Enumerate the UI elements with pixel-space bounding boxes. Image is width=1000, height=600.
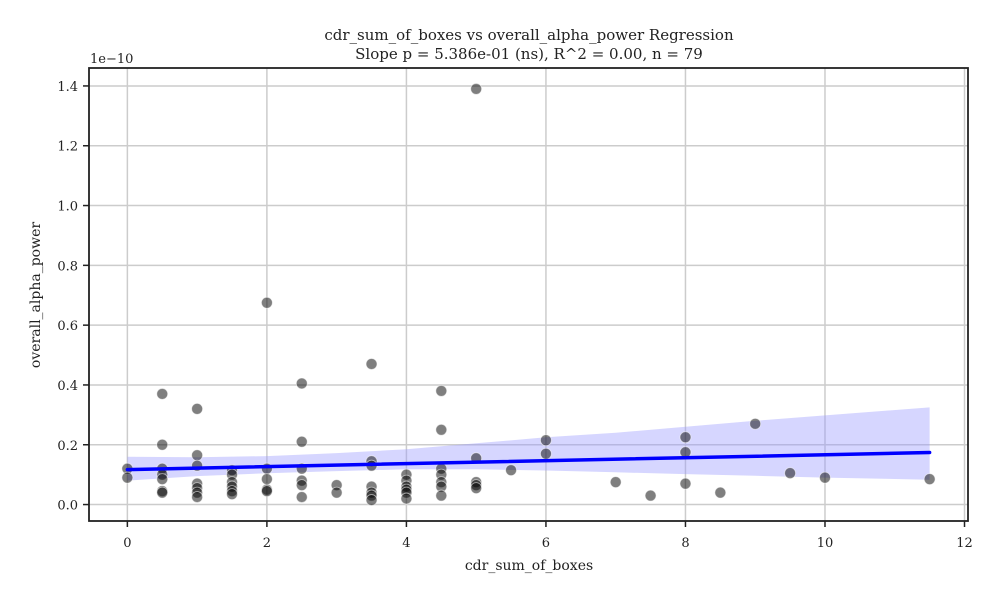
data-point (260, 296, 273, 309)
data-point (923, 473, 936, 486)
data-point (540, 434, 552, 447)
x-tick-label: 4 (402, 536, 410, 551)
y-axis-label: overall_alpha_power (28, 222, 44, 368)
data-point (295, 491, 308, 503)
data-point (435, 489, 448, 502)
data-point (156, 388, 169, 400)
x-axis-label: cdr_sum_of_boxes (465, 558, 593, 574)
regression-line (125, 450, 932, 472)
data-point (295, 479, 308, 492)
data-point (679, 431, 692, 444)
data-point (260, 485, 273, 497)
data-point (191, 491, 204, 503)
y-tick-label: 1.0 (57, 200, 78, 215)
data-point (156, 473, 169, 486)
data-point (365, 358, 378, 370)
data-point (435, 423, 448, 436)
y-tick-label: 1.4 (57, 80, 78, 95)
data-point (609, 476, 622, 489)
confidence-band-layer (127, 407, 930, 481)
y-tick-label: 0.4 (57, 379, 78, 394)
data-point (295, 435, 308, 448)
data-point (505, 464, 517, 477)
data-point (330, 486, 343, 499)
data-point (226, 488, 238, 500)
data-point (156, 486, 169, 499)
data-point (191, 449, 204, 462)
x-tick-label: 6 (542, 536, 550, 551)
chart-title: cdr_sum_of_boxes vs overall_alpha_power … (324, 26, 734, 44)
data-point (644, 489, 657, 502)
regression-line-layer (125, 450, 932, 472)
data-point (470, 83, 483, 95)
data-point (540, 447, 552, 460)
y-tick-label: 0.0 (57, 499, 78, 514)
data-point (435, 385, 448, 397)
grid-lines (89, 68, 968, 521)
data-point (784, 467, 797, 480)
x-tick-label: 12 (956, 536, 973, 551)
x-axis-ticks: 0 2 4 6 8 10 12 (123, 521, 973, 551)
confidence-band (127, 407, 930, 481)
data-point (121, 471, 134, 484)
y-tick-label: 0.8 (57, 259, 78, 274)
y-tick-label: 0.6 (57, 319, 78, 334)
chart-subtitle: Slope p = 5.386e-01 (ns), R^2 = 0.00, n … (355, 45, 703, 63)
data-point (470, 482, 483, 495)
data-points (121, 83, 936, 506)
y-axis-ticks: 0.0 0.2 0.4 0.6 0.8 1.0 1.2 1.4 (57, 80, 89, 514)
x-tick-label: 10 (817, 536, 834, 551)
data-point (295, 377, 308, 390)
x-tick-label: 0 (123, 536, 131, 551)
data-point (365, 494, 378, 506)
y-multiplier-label: 1e−10 (90, 52, 133, 67)
data-point (400, 492, 413, 505)
data-point (260, 473, 273, 486)
data-point (679, 477, 692, 490)
y-tick-label: 1.2 (57, 140, 78, 155)
x-tick-label: 8 (681, 536, 689, 551)
plot-frame (88, 67, 969, 522)
y-tick-label: 0.2 (57, 439, 78, 454)
data-point (749, 417, 762, 430)
data-point (156, 438, 169, 451)
data-point (819, 471, 831, 484)
x-tick-label: 2 (263, 536, 271, 551)
data-point (191, 402, 204, 415)
data-point (714, 486, 727, 499)
